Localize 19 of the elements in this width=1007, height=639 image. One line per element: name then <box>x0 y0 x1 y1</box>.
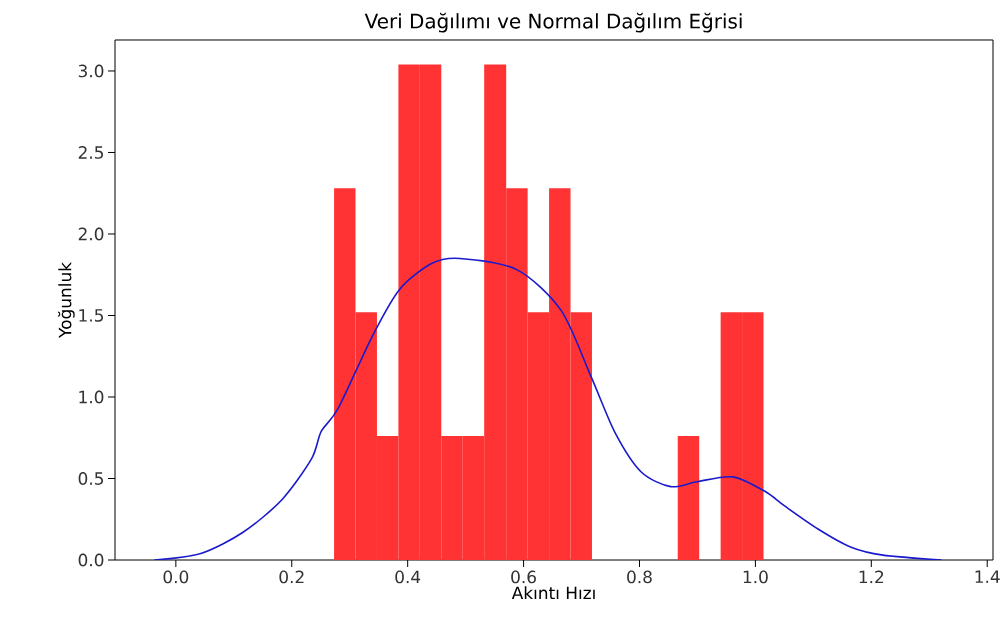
x-tick-label: 1.0 <box>743 570 768 584</box>
x-tick-label: 0.4 <box>395 570 421 584</box>
y-tick-label: 2.0 <box>78 227 104 241</box>
chart-title: Veri Dağılımı ve Normal Dağılım Eğrisi <box>364 12 742 33</box>
y-tick-label: 1.5 <box>79 309 103 322</box>
x-tick-label: 1.2 <box>859 570 884 584</box>
x-tick-label: 0.2 <box>279 570 304 584</box>
x-tick-label: 0.6 <box>511 570 536 584</box>
y-tick-label: 3.0 <box>78 64 104 78</box>
y-tick-label: 2.5 <box>78 146 103 159</box>
line-series <box>153 257 943 560</box>
x-tick-label: 1.4 <box>975 570 1000 583</box>
x-axis-title: Akıntı Hızı <box>511 586 595 600</box>
y-tick-label: 0.0 <box>78 553 104 567</box>
x-tick-label: 0.0 <box>163 570 189 584</box>
y-tick-label: 1.0 <box>79 390 104 404</box>
y-axis-title: Yoğunluk <box>57 262 75 338</box>
x-tick-label: 0.8 <box>627 570 652 584</box>
y-tick-label: 0.5 <box>78 472 103 485</box>
